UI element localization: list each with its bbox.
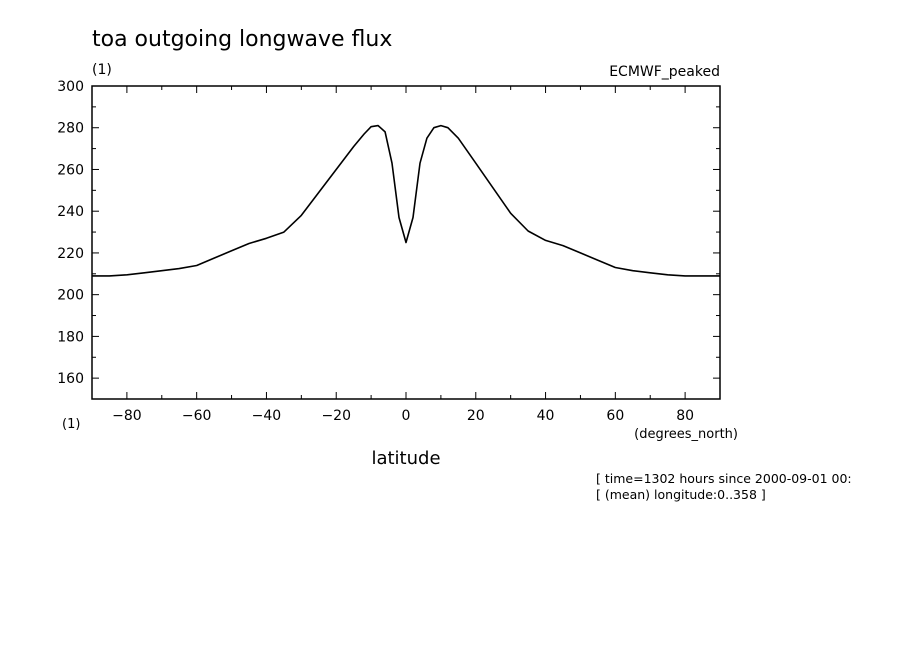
x-tick-label: −80 (112, 408, 142, 424)
x-tick-label: −20 (321, 408, 351, 424)
y-tick-label: 280 (57, 121, 84, 137)
dataset-label: ECMWF_peaked (609, 64, 720, 80)
x-axis-label: latitude (371, 448, 440, 469)
y-tick-label: 160 (57, 371, 84, 387)
x-tick-label: −60 (182, 408, 212, 424)
chart-title: toa outgoing longwave flux (92, 27, 392, 52)
y-tick-label: 200 (57, 288, 84, 304)
x-axis: −80 −60 −40 −20 0 20 40 60 80 (91, 86, 721, 424)
x-axis-units: (degrees_north) (634, 427, 738, 442)
y-tick-label: 240 (57, 204, 84, 220)
x-tick-label: 60 (606, 408, 624, 424)
time-annotation: [ time=1302 hours since 2000-09-01 00: (596, 471, 852, 486)
x-tick-label: 40 (537, 408, 555, 424)
series-group (92, 124, 720, 277)
x-tick-label: −40 (252, 408, 282, 424)
y-tick-label: 220 (57, 246, 84, 262)
longitude-annotation: [ (mean) longitude:0..358 ] (596, 487, 766, 502)
x-tick-label: 20 (467, 408, 485, 424)
series-line (92, 124, 720, 277)
x-tick-label: 80 (676, 408, 694, 424)
y-tick-label: 260 (57, 162, 84, 178)
y-tick-label: 300 (57, 79, 84, 95)
y-units-label: (1) (92, 62, 112, 78)
y-tick-label: 180 (57, 329, 84, 345)
x-units-label: (1) (62, 417, 80, 432)
y-axis: 160 180 200 220 240 260 280 300 (57, 79, 720, 400)
x-tick-label: 0 (402, 408, 411, 424)
